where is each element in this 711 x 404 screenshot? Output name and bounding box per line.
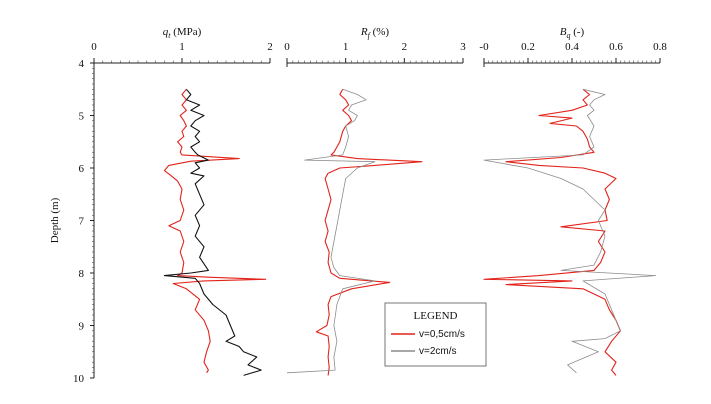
x-tick-label-rf: 1 xyxy=(343,41,349,53)
x-tick-label-bq: -0 xyxy=(479,41,489,53)
panel-title-bq: Bq (-) xyxy=(560,26,585,40)
title-subscript: f xyxy=(368,31,372,40)
series-line-qt-0 xyxy=(163,88,267,374)
y-tick-label: 8 xyxy=(79,268,85,280)
title-subscript: t xyxy=(168,31,171,40)
y-tick-label: 7 xyxy=(79,216,85,228)
x-tick-label-rf: 3 xyxy=(460,41,466,53)
legend-entry-label: v=2cm/s xyxy=(419,346,457,357)
y-axis-label: Depth (m) xyxy=(49,197,61,243)
y-tick-label: 5 xyxy=(79,111,85,123)
title-unit: (MPa) xyxy=(170,26,201,38)
title-symbol: B xyxy=(560,26,567,38)
title-unit: (-) xyxy=(570,26,584,38)
series-line-rf-1 xyxy=(286,88,376,374)
panel-title-rf: Rf (%) xyxy=(360,26,390,40)
y-tick-label: 6 xyxy=(79,163,85,175)
x-tick-label-qt: 1 xyxy=(179,41,185,53)
title-symbol: q xyxy=(163,26,169,38)
x-tick-label-rf: 2 xyxy=(402,41,408,53)
x-tick-label-rf: 0 xyxy=(284,41,290,53)
legend-title: LEGEND xyxy=(414,310,458,322)
panel-title-qt: qt (MPa) xyxy=(163,26,202,40)
series-line-rf-0 xyxy=(315,89,423,376)
x-tick-label-qt: 2 xyxy=(267,41,273,53)
legend-entry-label: v=0,5cm/s xyxy=(419,329,465,340)
title-subscript: q xyxy=(566,31,570,40)
x-tick-label-bq: 0.4 xyxy=(565,41,579,53)
y-tick-label: 10 xyxy=(73,373,85,385)
series-line-bq-1 xyxy=(483,88,656,374)
x-tick-label-bq: 0.8 xyxy=(653,41,667,53)
x-tick-label-bq: 0.6 xyxy=(609,41,623,53)
y-tick-label: 4 xyxy=(79,58,85,70)
title-unit: (%) xyxy=(370,26,390,38)
y-tick-label: 9 xyxy=(79,321,85,333)
series-line-qt-1 xyxy=(163,88,262,376)
series-line-bq-0 xyxy=(483,88,621,376)
title-symbol: R xyxy=(360,26,368,38)
x-tick-label-bq: 0.2 xyxy=(521,41,535,53)
x-tick-label-qt: 0 xyxy=(91,41,97,53)
